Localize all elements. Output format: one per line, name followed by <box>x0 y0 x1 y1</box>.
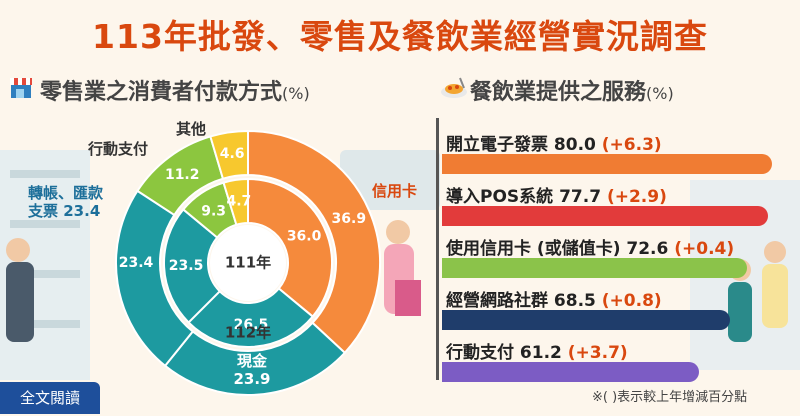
label-transfer-value: 23.4 <box>63 202 101 220</box>
label-transfer-line2: 支票 <box>28 202 59 220</box>
label-mobile: 行動支付 <box>88 140 149 158</box>
bar-category: 經營網路社群 68.5 <box>446 291 602 311</box>
outer-year-label: 112年 <box>225 324 271 342</box>
inner-credit-value-label: 36.0 <box>287 229 322 245</box>
store-icon <box>10 78 32 98</box>
label-cash: 現金 23.9 <box>232 352 272 388</box>
label-transfer-line1: 轉帳、匯款 <box>28 184 104 202</box>
label-credit: 信用卡 <box>372 182 418 200</box>
bar-axis <box>436 118 439 380</box>
inner-mobile-value-label: 9.3 <box>201 203 226 219</box>
bar <box>442 310 730 330</box>
inner-other-value-label: 4.7 <box>226 194 251 210</box>
pasta-dish-icon <box>441 77 467 98</box>
bar-label: 導入POS系統 77.7 (+2.9) <box>446 182 667 207</box>
bar-label: 行動支付 61.2 (+3.7) <box>446 338 628 363</box>
bar <box>442 206 769 226</box>
outer-credit-value-label: 36.9 <box>332 211 367 227</box>
outer-mobile-value-label: 11.2 <box>165 167 200 183</box>
bar-category: 導入POS系統 77.7 <box>446 187 607 207</box>
bar-change: (+0.8) <box>601 291 662 311</box>
bar-category: 行動支付 61.2 <box>446 343 568 363</box>
inner-ring-transfer-slice <box>163 208 222 324</box>
right-subtitle: 餐飲業提供之服務(%) <box>470 80 674 105</box>
label-cash-value: 23.9 <box>233 370 271 388</box>
bar <box>442 362 700 382</box>
bar-label: 開立電子發票 80.0 (+6.3) <box>446 130 662 155</box>
bar-category: 開立電子發票 80.0 <box>446 135 602 155</box>
right-unit: (%) <box>646 84 674 103</box>
donut-center <box>210 225 286 301</box>
outer-transfer-value-label: 23.4 <box>119 255 154 271</box>
bar-change: (+6.3) <box>601 135 662 155</box>
inner-ring-credit-slice <box>247 177 333 318</box>
inner-transfer-value-label: 23.5 <box>169 258 204 274</box>
left-unit: (%) <box>282 84 310 103</box>
bar-label: 使用信用卡 (或儲值卡) 72.6 (+0.4) <box>446 234 734 259</box>
bar-change: (+0.4) <box>674 239 735 259</box>
outer-ring-other-slice <box>209 129 249 180</box>
footnote: ※( )表示較上年增減百分點 <box>592 390 748 405</box>
page-title: 113年批發、零售及餐飲業經營實況調查 <box>92 17 708 56</box>
read-full-text-button[interactable]: 全文閱讀 <box>0 382 100 414</box>
bar-label: 經營網路社群 68.5 (+0.8) <box>446 286 662 311</box>
inner-ring-cash-slice <box>187 287 315 348</box>
bar <box>442 258 747 278</box>
inner-cash-value-label: 26.5 <box>234 317 269 333</box>
outer-ring-credit-slice <box>247 129 381 355</box>
bar-category: 使用信用卡 (或儲值卡) 72.6 <box>446 239 675 259</box>
services-bar-chart: 開立電子發票 80.0 (+6.3) 導入POS系統 77.7 (+2.9) 使用信… <box>436 124 776 382</box>
bar <box>442 154 772 174</box>
left-subtitle: 零售業之消費者付款方式(%) <box>40 80 310 105</box>
bar-change: (+2.9) <box>606 187 667 207</box>
inner-year-label: 111年 <box>225 254 271 272</box>
label-cash-name: 現金 <box>236 352 267 370</box>
label-transfer: 轉帳、匯款 支票 23.4 <box>28 184 103 220</box>
outer-other-value-label: 4.6 <box>220 146 245 162</box>
label-other: 其他 <box>176 120 207 138</box>
bar-change: (+3.7) <box>567 343 628 363</box>
inner-ring-other-slice <box>222 177 249 226</box>
